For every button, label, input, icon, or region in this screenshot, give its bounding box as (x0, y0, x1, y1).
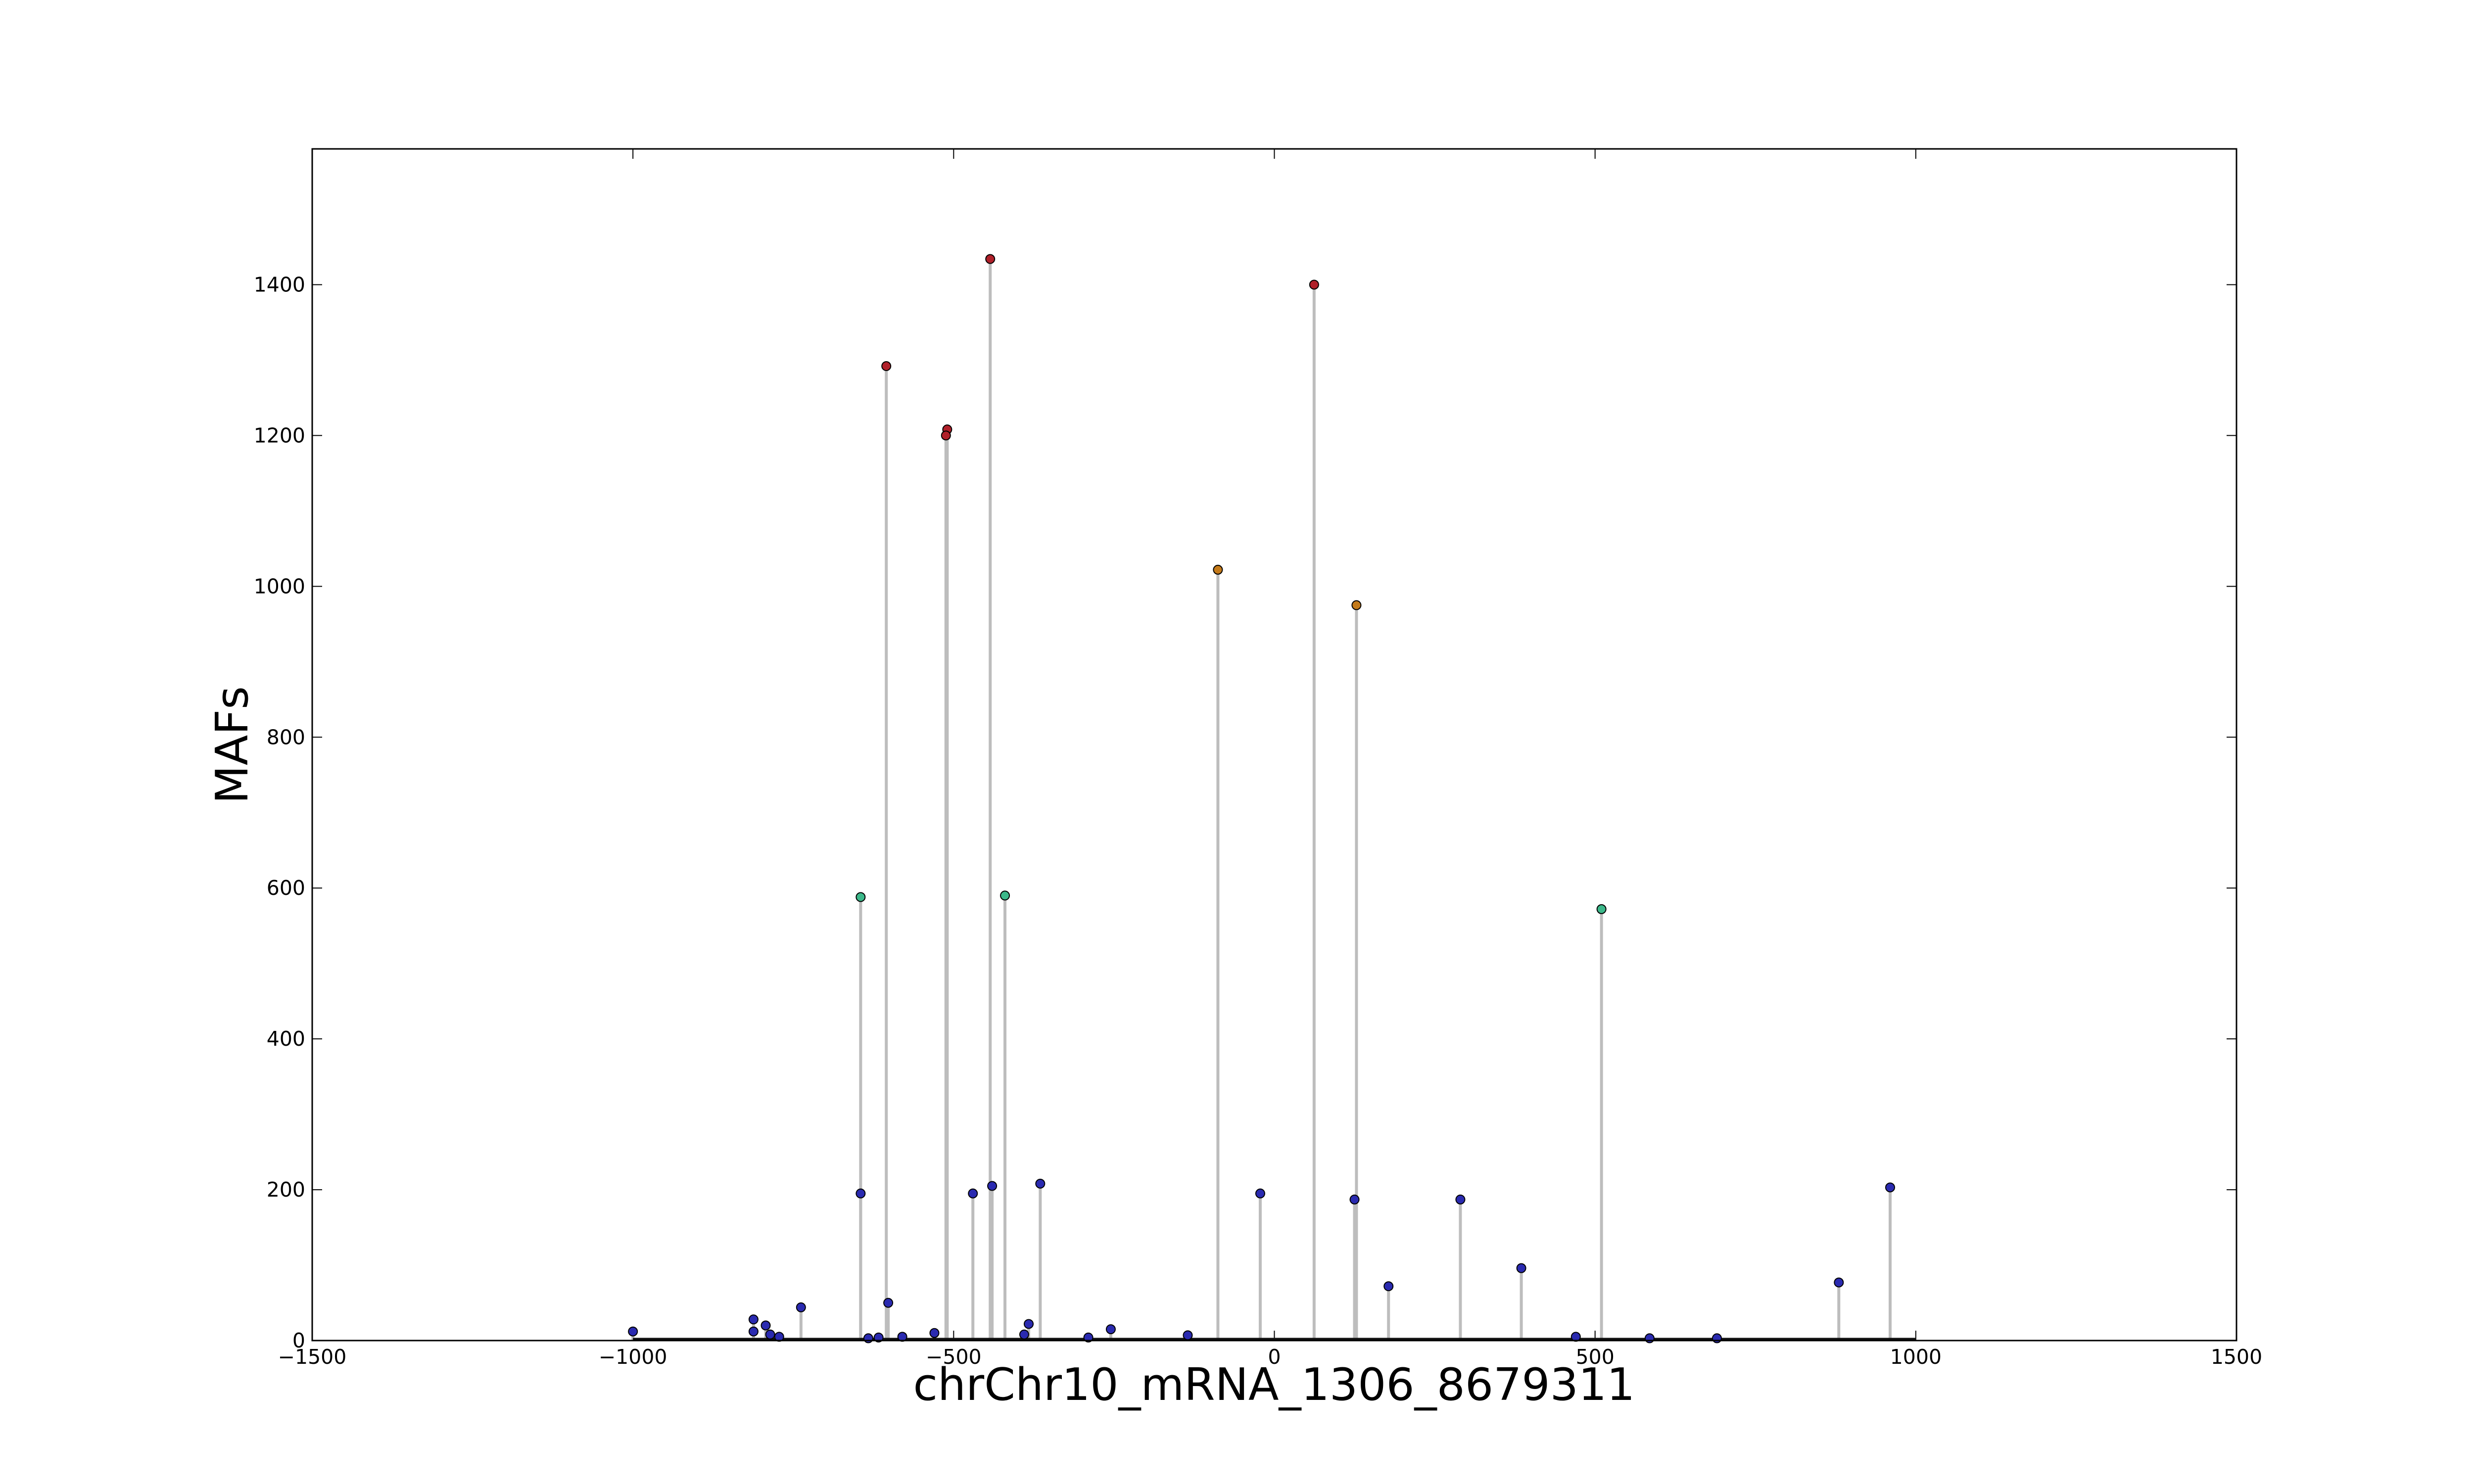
data-point (1309, 279, 1319, 290)
y-tick-label: 800 (267, 725, 305, 749)
data-point (765, 1329, 775, 1340)
data-point (1834, 1277, 1844, 1288)
data-point (968, 1188, 978, 1199)
data-point (1183, 1330, 1193, 1341)
data-point (856, 1188, 866, 1199)
plot-area-frame (311, 148, 2237, 1342)
y-tick-label: 1000 (254, 574, 305, 598)
data-point (1596, 904, 1607, 914)
data-point (1083, 1332, 1094, 1343)
y-tick-label: 600 (267, 876, 305, 900)
y-tick-label: 0 (292, 1329, 305, 1352)
data-point (1024, 1319, 1034, 1329)
y-tick-label: 1200 (254, 423, 305, 447)
x-tick-label: 0 (1268, 1345, 1281, 1369)
data-point (1000, 890, 1010, 901)
x-tick-label: 1500 (2211, 1345, 2262, 1369)
x-tick-label: −1500 (278, 1345, 347, 1369)
data-point (1035, 1178, 1046, 1189)
data-stems (631, 259, 1892, 1341)
data-point (856, 892, 866, 902)
data-point (929, 1328, 940, 1338)
data-point (1351, 600, 1362, 610)
data-point (796, 1302, 806, 1312)
data-point (1213, 564, 1223, 575)
x-axis-title: chrChr10_mRNA_1306_8679311 (913, 1359, 1635, 1411)
data-point (881, 361, 892, 371)
x-tick-label: 500 (1576, 1345, 1615, 1369)
data-point (1885, 1182, 1895, 1193)
data-point (863, 1333, 873, 1344)
y-tick-label: 400 (267, 1027, 305, 1051)
y-tick-label: 200 (267, 1178, 305, 1202)
data-point (628, 1326, 638, 1337)
data-point (748, 1314, 759, 1325)
data-point (1255, 1188, 1265, 1199)
data-point (761, 1320, 771, 1331)
data-point (1455, 1194, 1466, 1205)
data-point (1349, 1194, 1360, 1205)
data-point (987, 1181, 998, 1191)
x-tick-label: 1000 (1890, 1345, 1942, 1369)
axis-ticks: −1500 −1000 −500 0 500 1000 1500 0 200 400 600 800 1… (254, 149, 2262, 1369)
data-point (883, 1298, 894, 1308)
data-point (1105, 1324, 1116, 1335)
data-point (1644, 1333, 1655, 1344)
y-tick-label: 1400 (254, 273, 305, 296)
data-point (1516, 1263, 1526, 1273)
x-tick-label: −1000 (599, 1345, 667, 1369)
data-point (1712, 1333, 1722, 1344)
data-point (985, 254, 996, 264)
data-point (1383, 1281, 1394, 1292)
data-point (748, 1326, 759, 1337)
data-points (628, 254, 1895, 1344)
data-point (1019, 1329, 1029, 1340)
y-axis-title: MAFs (206, 686, 258, 804)
data-point (941, 430, 951, 441)
x-tick-label: −500 (926, 1345, 982, 1369)
data-point (873, 1332, 884, 1343)
